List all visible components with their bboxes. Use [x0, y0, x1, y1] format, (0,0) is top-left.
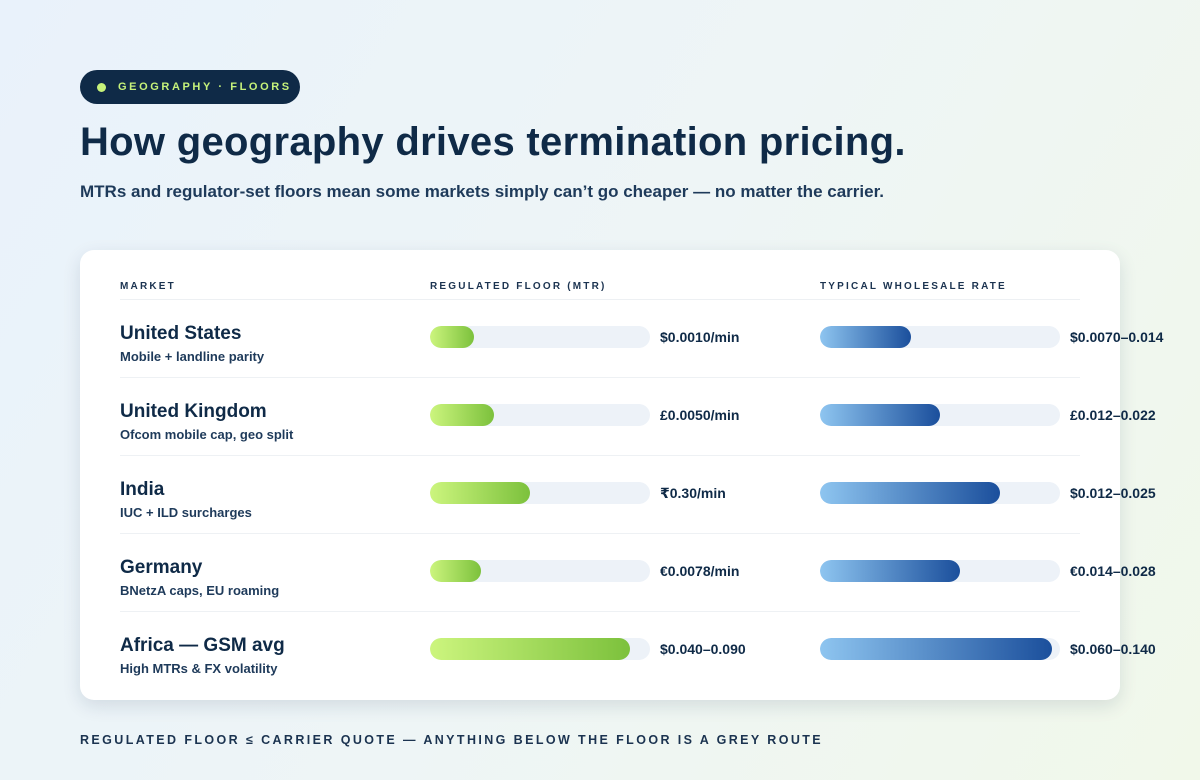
row-divider: [120, 377, 1080, 378]
market-name: United States: [120, 323, 242, 344]
market-note: High MTRs & FX volatility: [120, 661, 278, 676]
rate-value: $0.060–0.140: [1070, 641, 1156, 657]
rate-bar-track: [820, 326, 1060, 348]
rate-value: $0.0070–0.014: [1070, 329, 1164, 345]
footer-note: REGULATED FLOOR ≤ CARRIER QUOTE — ANYTHI…: [80, 733, 824, 747]
table-row: Africa — GSM avg High MTRs & FX volatili…: [80, 612, 1156, 690]
rate-value: €0.014–0.028: [1070, 563, 1156, 579]
market-name: India: [120, 479, 165, 500]
market-note: Ofcom mobile cap, geo split: [120, 427, 294, 442]
row-divider: [120, 533, 1080, 534]
market-name: United Kingdom: [120, 401, 267, 422]
floor-value: $0.0010/min: [660, 329, 740, 345]
page-subtitle: MTRs and regulator-set floors mean some …: [80, 182, 884, 201]
row-divider: [120, 611, 1080, 612]
market-note: BNetzA caps, EU roaming: [120, 583, 280, 598]
rate-bar-fill: [820, 326, 912, 348]
floor-value: £0.0050/min: [660, 407, 740, 423]
rate-bar-fill: [820, 638, 1053, 660]
floor-bar-track: [430, 326, 650, 348]
floor-value: €0.0078/min: [660, 563, 740, 579]
page-title: How geography drives termination pricing…: [80, 120, 906, 164]
floor-bar-track: [430, 638, 650, 660]
rate-bar-track: [820, 404, 1060, 426]
rate-bar-track: [820, 482, 1060, 504]
table-row: United Kingdom Ofcom mobile cap, geo spl…: [80, 378, 1156, 456]
floor-bar-fill: [430, 326, 474, 348]
rate-bar-fill: [820, 560, 960, 582]
rate-bar-fill: [820, 404, 940, 426]
column-header-floor: REGULATED FLOOR (MTR): [430, 281, 607, 292]
floor-bar-fill: [430, 560, 481, 582]
floor-bar-track: [430, 404, 650, 426]
floor-bar-track: [430, 560, 650, 582]
rate-bar-track: [820, 638, 1060, 660]
rate-bar-fill: [820, 482, 1000, 504]
section-badge-label: GEOGRAPHY · FLOORS: [118, 81, 292, 93]
market-note: IUC + ILD surcharges: [120, 505, 252, 520]
market-name: Germany: [120, 557, 203, 578]
pricing-table-card: MARKET REGULATED FLOOR (MTR) TYPICAL WHO…: [80, 250, 1163, 700]
floor-bar-track: [430, 482, 650, 504]
table-row: Germany BNetzA caps, EU roaming €0.0078/…: [80, 534, 1156, 612]
market-name: Africa — GSM avg: [120, 635, 285, 656]
row-divider: [120, 455, 1080, 456]
floor-bar-fill: [430, 638, 631, 660]
column-header-market: MARKET: [120, 281, 176, 292]
floor-bar-fill: [430, 482, 531, 504]
header-divider: [120, 299, 1080, 300]
floor-bar-fill: [430, 404, 494, 426]
section-badge: GEOGRAPHY · FLOORS: [80, 70, 300, 104]
rate-bar-track: [820, 560, 1060, 582]
table-row: United States Mobile + landline parity $…: [80, 300, 1163, 378]
rate-value: $0.012–0.025: [1070, 485, 1156, 501]
column-header-rate: TYPICAL WHOLESALE RATE: [820, 281, 1007, 292]
market-note: Mobile + landline parity: [120, 349, 265, 364]
status-dot-icon: [97, 82, 106, 92]
rate-value: £0.012–0.022: [1070, 407, 1156, 423]
floor-value: ₹0.30/min: [660, 485, 726, 501]
floor-value: $0.040–0.090: [660, 641, 746, 657]
table-row: India IUC + ILD surcharges ₹0.30/min $0.…: [80, 456, 1156, 534]
